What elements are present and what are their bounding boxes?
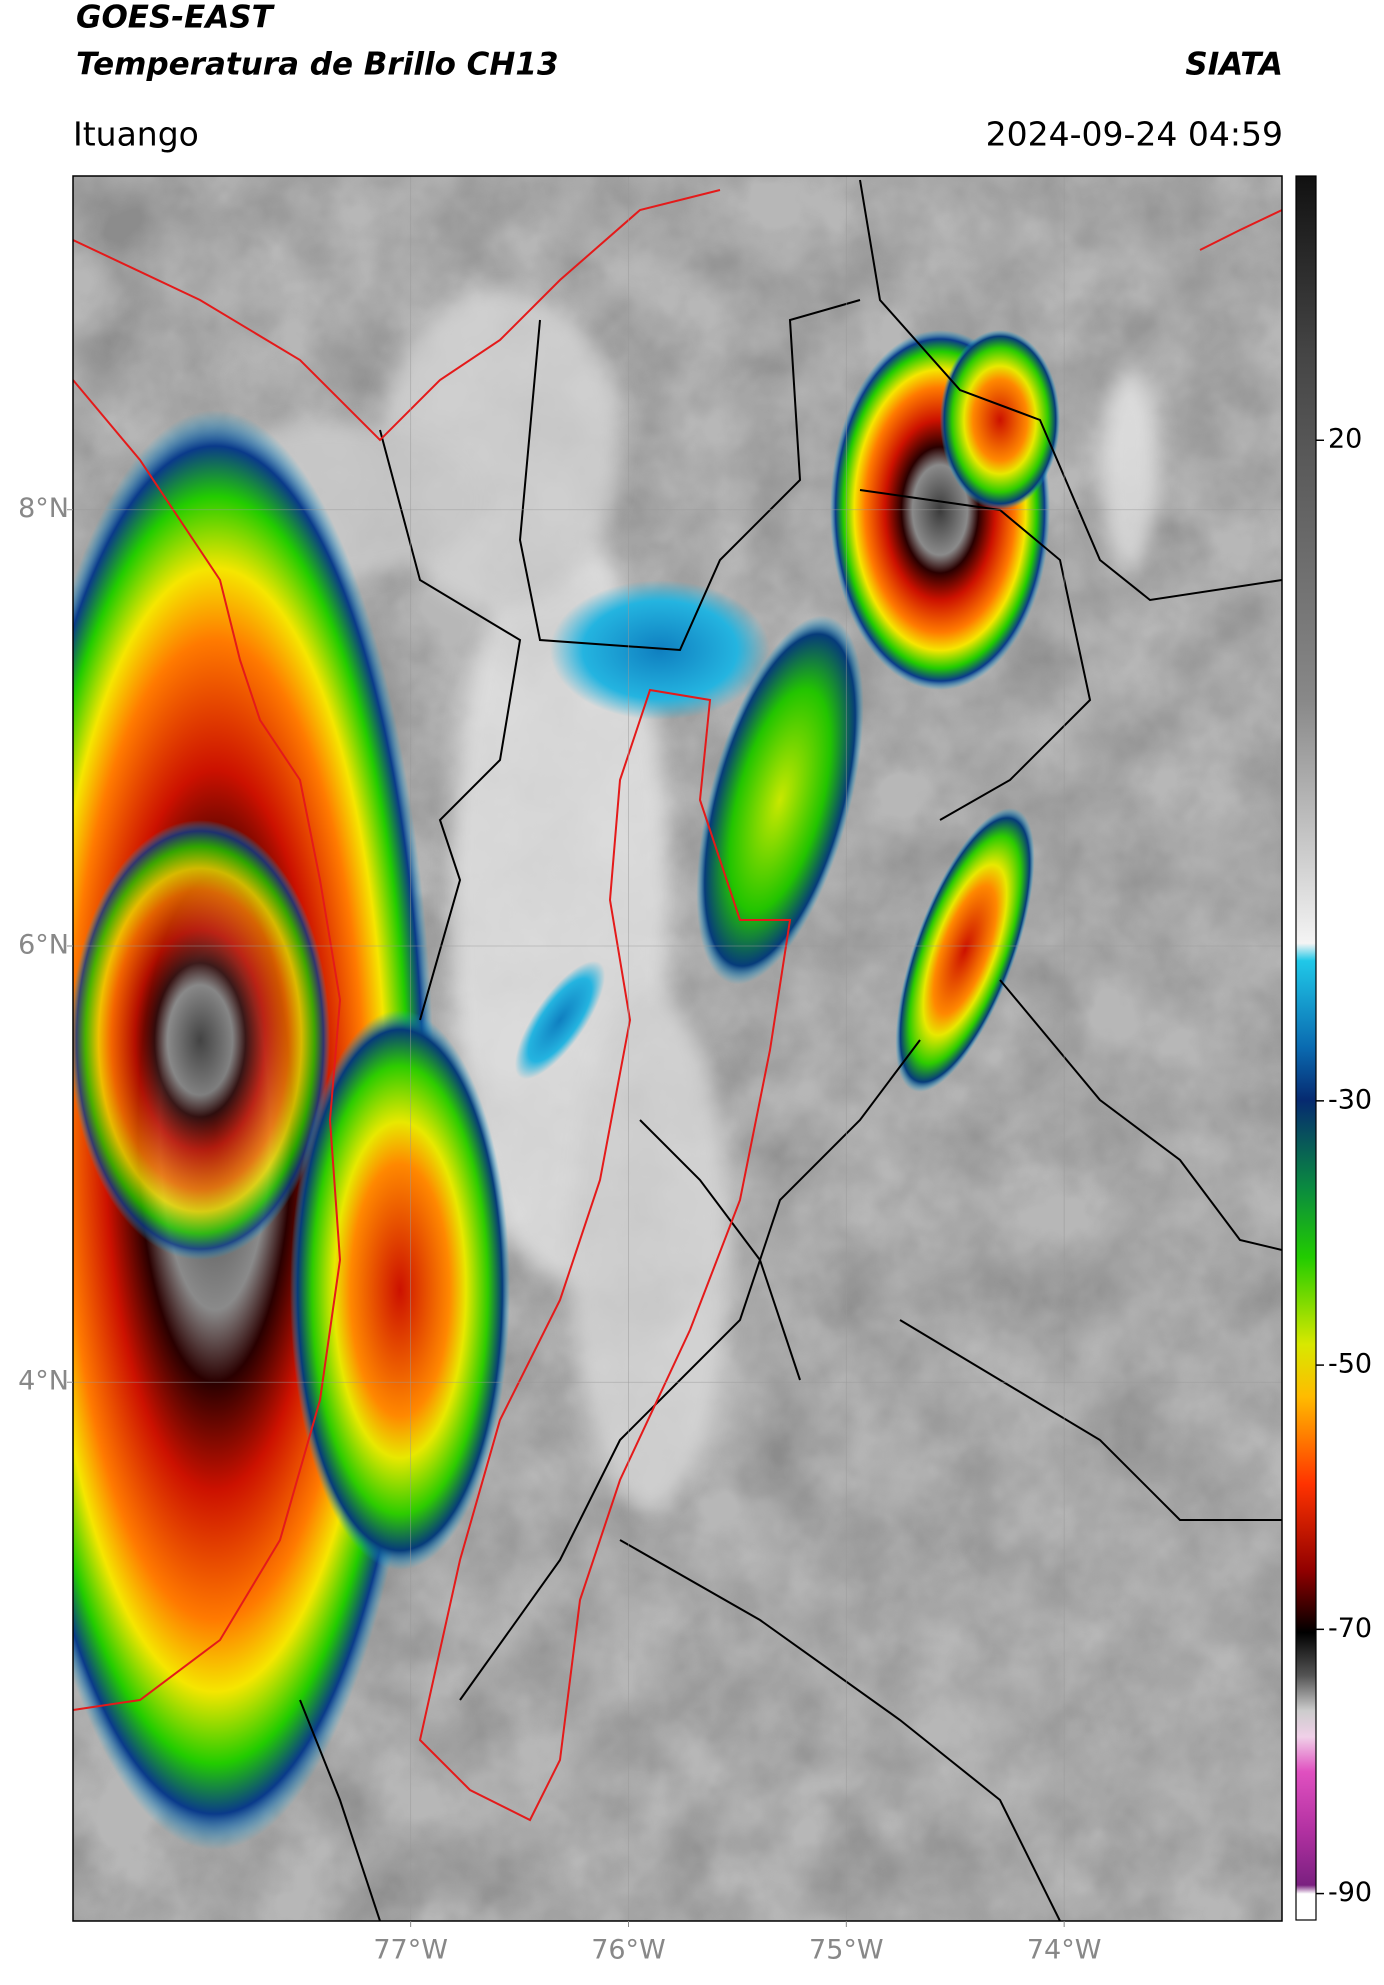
title: GOES-EAST [76, 0, 276, 36]
colorbar-tick-label: -90 [1328, 1877, 1372, 1908]
map-image [73, 176, 1282, 1921]
x-tick-label: 77°W [373, 1935, 448, 1966]
colorbar-tick-label: -30 [1328, 1084, 1372, 1115]
y-tick-label: 8°N [18, 493, 69, 524]
colorbar [1295, 175, 1317, 1921]
agency: SIATA [1185, 47, 1283, 83]
map-frame [72, 175, 1283, 1922]
colorbar-tick-label: -50 [1328, 1349, 1372, 1380]
subtitle: Temperatura de Brillo CH13 [76, 47, 559, 83]
location: Ituango [73, 115, 199, 154]
colorbar-tick-label: 20 [1328, 424, 1362, 455]
x-tick-label: 76°W [591, 1935, 666, 1966]
x-tick-label: 74°W [1027, 1935, 1102, 1966]
colorbar-tick-label: -70 [1328, 1613, 1372, 1644]
y-tick-label: 6°N [18, 929, 69, 960]
datetime: 2024-09-24 04:59 [986, 115, 1283, 154]
x-tick-label: 75°W [809, 1935, 884, 1966]
y-tick-label: 4°N [18, 1366, 69, 1397]
